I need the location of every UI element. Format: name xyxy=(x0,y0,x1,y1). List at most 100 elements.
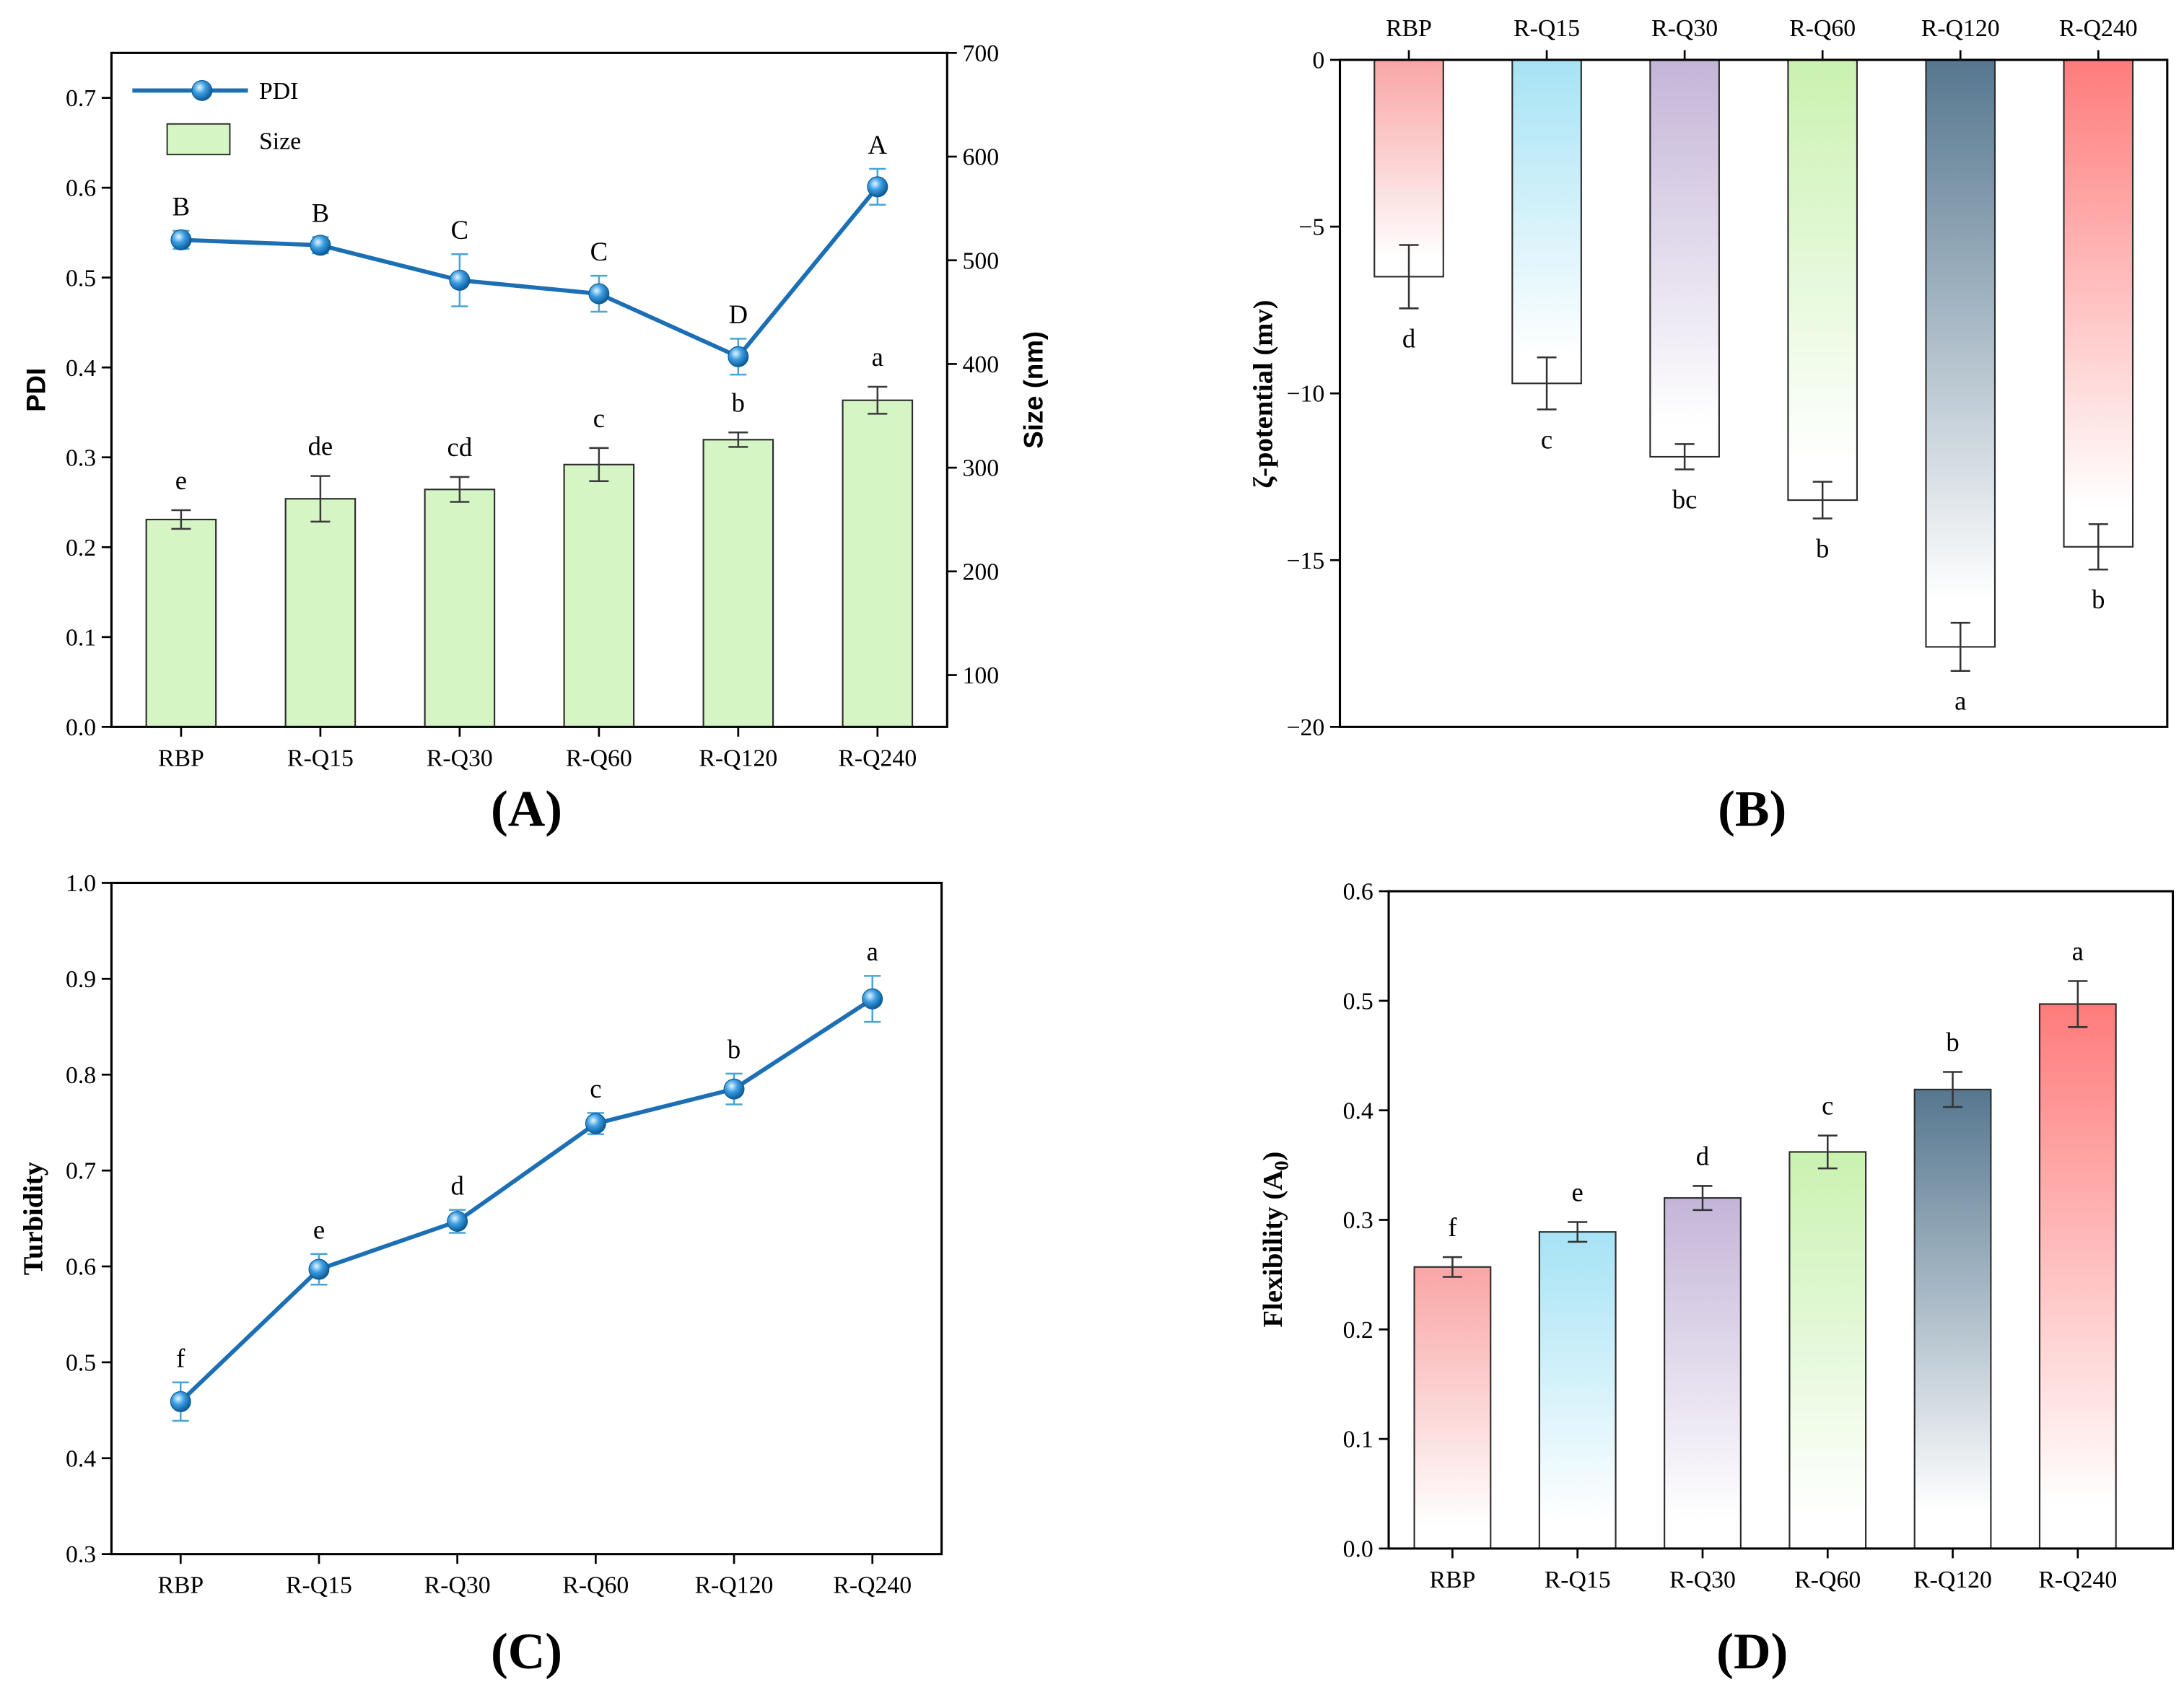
panel-d: 0.0 0.1 0.2 0.3 0.4 0.5 0.6 RBP R-Q15 R-Q30 R-Q60 R… xyxy=(1258,879,2175,1680)
error-bar xyxy=(1537,356,1557,411)
bar-rbp xyxy=(1413,1266,1492,1549)
bar-r-q240 xyxy=(2063,58,2134,548)
bar-r-q60 xyxy=(1787,58,1858,502)
y-tick-label: 0.7 xyxy=(66,1158,96,1185)
y-tick-label: 0.6 xyxy=(1343,879,1373,906)
data-point-r-q120 xyxy=(728,346,749,367)
bar-r-q120 xyxy=(1925,58,1996,648)
y-tick-label: 0.1 xyxy=(66,624,96,651)
x-tick-label-r-q30: R-Q30 xyxy=(1651,15,1718,42)
y-tick-label: 0.3 xyxy=(1343,1207,1373,1234)
error-bar xyxy=(1399,244,1419,310)
error-bar xyxy=(450,476,470,503)
x-tick-label-r-q120: R-Q120 xyxy=(695,1572,774,1599)
x-tick-label-r-q240: R-Q240 xyxy=(2038,1567,2117,1593)
y-axis-label-main: Flexibility (A xyxy=(1258,1170,1288,1328)
x-tick-label-r-q15: R-Q15 xyxy=(1513,15,1580,42)
error-bar xyxy=(310,475,331,523)
y-tick-label: 0.0 xyxy=(66,714,96,741)
y-right-tick-label: 600 xyxy=(963,144,1000,171)
x-tick-label-r-q60: R-Q60 xyxy=(566,745,632,771)
y-tick-label: 0.6 xyxy=(66,1254,96,1281)
significance-letter: e xyxy=(1572,1178,1584,1207)
error-bar xyxy=(1950,621,1970,672)
error-bar xyxy=(1568,1221,1588,1243)
data-point-r-q15 xyxy=(310,235,331,256)
legend-label-pdi: PDI xyxy=(259,78,298,105)
y-tick-label: −10 xyxy=(1286,381,1324,408)
y-tick-label: 0.2 xyxy=(66,535,96,561)
y-right-tick-label: 500 xyxy=(963,248,1000,274)
turbidity-line xyxy=(179,997,874,1404)
x-tick-label-r-q30: R-Q30 xyxy=(427,745,493,771)
significance-letter: d xyxy=(1696,1141,1709,1170)
x-tick-label-rbp: RBP xyxy=(1386,15,1432,42)
x-tick-label-rbp: RBP xyxy=(1430,1567,1476,1593)
x-tick-label-r-q120: R-Q120 xyxy=(1913,1567,1992,1593)
significance-letter: C xyxy=(590,237,608,266)
error-bar xyxy=(171,509,191,530)
panel-c: 0.3 0.4 0.5 0.6 0.7 0.8 0.9 1.0 RBP R-Q15 R-Q30 R-Q… xyxy=(18,870,943,1680)
y-tick-label: 0.2 xyxy=(1343,1317,1373,1344)
pdi-line xyxy=(180,185,880,359)
y-tick-label: 0.7 xyxy=(66,85,96,112)
y-tick-label: 0.5 xyxy=(1343,988,1373,1015)
significance-letter: D xyxy=(729,299,748,329)
y-tick-label: 0.4 xyxy=(1343,1098,1373,1124)
x-tick-label-r-q60: R-Q60 xyxy=(562,1572,629,1599)
y-tick-label: 0.4 xyxy=(66,1445,96,1472)
significance-letter: b xyxy=(732,388,745,417)
y-tick-label: 0 xyxy=(1312,48,1324,74)
y-tick-label: 0.1 xyxy=(1343,1427,1373,1453)
data-point-r-q120 xyxy=(723,1078,745,1100)
significance-letter: B xyxy=(172,192,190,222)
significance-letter: A xyxy=(868,130,888,159)
y-tick-label: 0.5 xyxy=(66,1349,96,1376)
panel-label: (C) xyxy=(491,1623,562,1680)
y-tick-label: 0.9 xyxy=(66,966,96,993)
significance-letter: a xyxy=(2072,937,2084,966)
plot-frame xyxy=(110,881,943,1556)
x-tick-label-r-q15: R-Q15 xyxy=(287,745,354,771)
significance-letter: bc xyxy=(1672,485,1698,515)
y-axis-label-tail: ) xyxy=(1258,1152,1288,1161)
y-right-tick-label: 700 xyxy=(963,40,1000,67)
x-tick-label-r-q120: R-Q120 xyxy=(699,745,777,771)
panel-label: (A) xyxy=(491,780,562,837)
significance-letter: d xyxy=(450,1170,463,1200)
significance-letter: B xyxy=(312,198,329,227)
y-axis-label-subscript: 0 xyxy=(1270,1160,1292,1170)
significance-letter: f xyxy=(1448,1212,1457,1242)
significance-letter: C xyxy=(451,215,468,245)
panel-a: 0.0 0.1 0.2 0.3 0.4 0.5 0.6 0.7 100 200 300 400 500 6… xyxy=(22,40,1049,837)
error-bar xyxy=(2068,980,2088,1028)
significance-letter: cd xyxy=(447,432,473,462)
bar-r-q15 xyxy=(1538,1231,1617,1549)
error-bar xyxy=(1817,1134,1838,1170)
significance-letter: e xyxy=(313,1215,325,1245)
y-tick-label: −20 xyxy=(1286,714,1324,741)
y-axis-label: ζ-potential (mv) xyxy=(1248,299,1278,488)
bar-rbp xyxy=(145,518,217,728)
bar-r-q30 xyxy=(1649,58,1720,458)
significance-letter: a xyxy=(867,937,878,966)
significance-letter: b xyxy=(1816,534,1829,564)
y-right-tick-label: 300 xyxy=(963,455,1000,482)
y-axis-label: Turbidity xyxy=(18,1162,48,1275)
significance-letter: b xyxy=(1946,1028,1959,1057)
bar-r-q15 xyxy=(284,498,357,728)
data-point-r-q30 xyxy=(447,1211,468,1233)
y-axis-label: Flexibility (A0) xyxy=(1258,1152,1293,1328)
y-right-tick-label: 100 xyxy=(963,662,1000,689)
data-point-r-q30 xyxy=(449,269,471,291)
y-tick-label: −15 xyxy=(1286,548,1324,574)
bar-r-q120 xyxy=(702,439,774,728)
data-point-rbp xyxy=(170,229,192,250)
y-tick-label: 1.0 xyxy=(66,870,96,897)
significance-letter: c xyxy=(593,403,605,433)
x-tick-label-rbp: RBP xyxy=(157,1572,204,1599)
y-tick-label: 0.3 xyxy=(66,445,96,471)
error-bar xyxy=(1692,1185,1713,1212)
significance-letter: de xyxy=(308,432,333,461)
error-bar xyxy=(728,432,748,448)
